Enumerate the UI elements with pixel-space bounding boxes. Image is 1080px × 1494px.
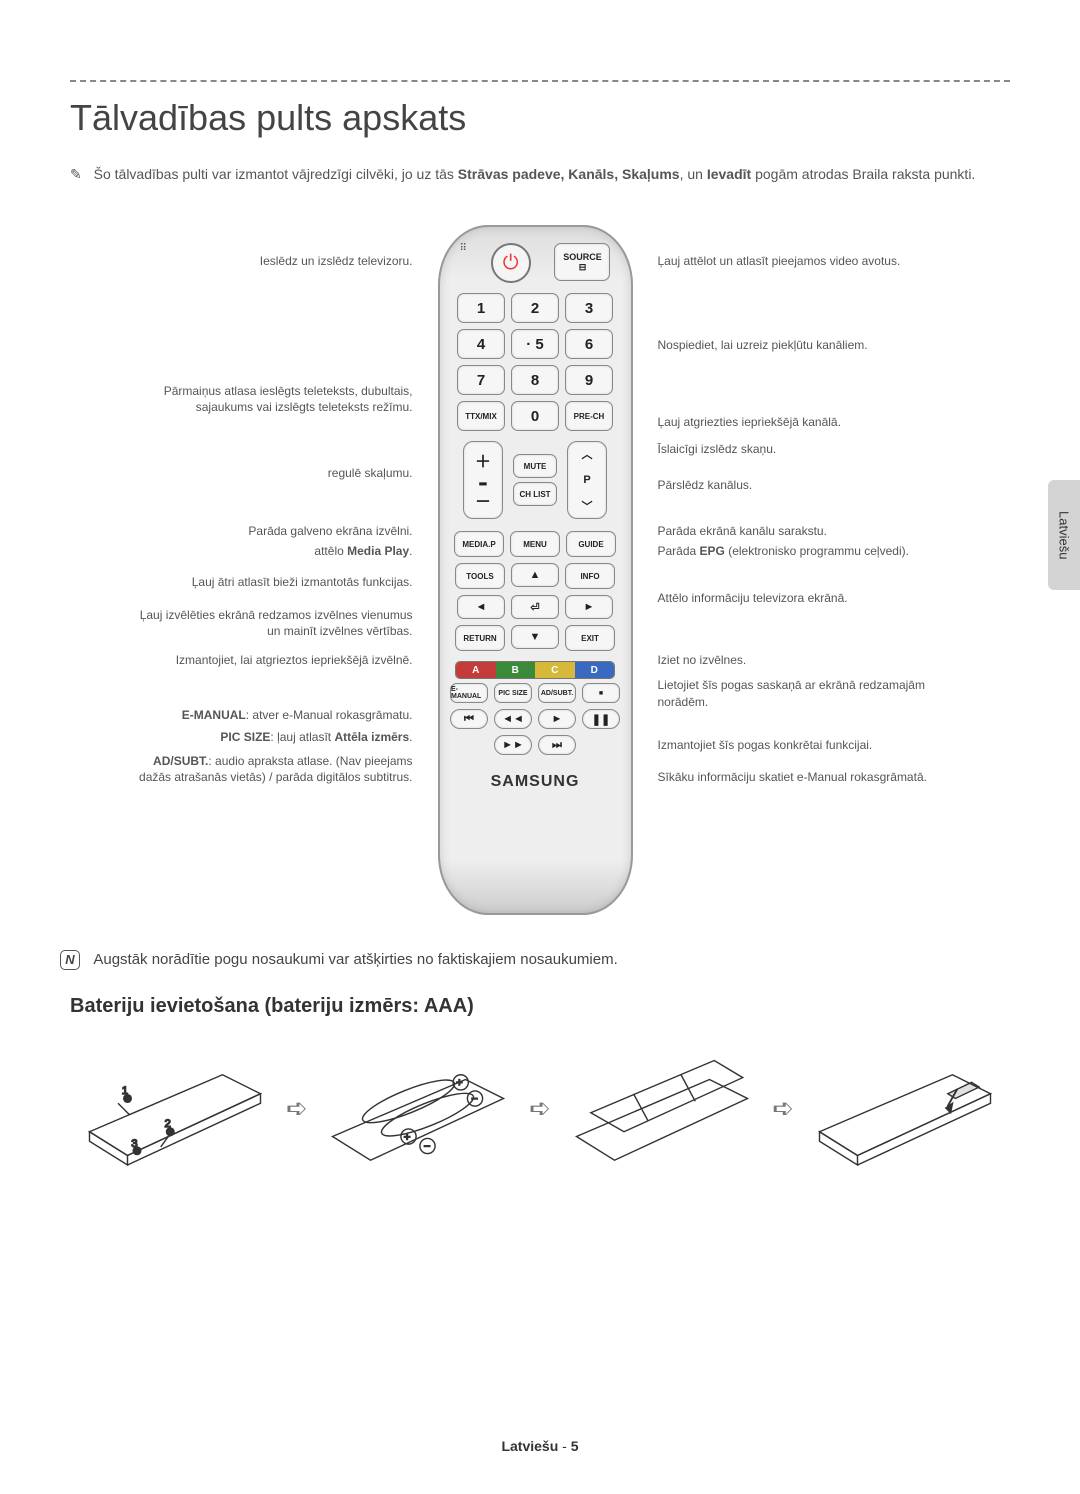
num-6[interactable]: 6	[565, 329, 613, 359]
callout-picsize: PIC SIZE: ļauj atlasīt Attēla izmērs.	[220, 729, 412, 745]
num-0[interactable]: 0	[511, 401, 559, 431]
skip-next[interactable]: ⏭	[538, 735, 576, 755]
dpad-enter[interactable]: ⏎	[511, 595, 559, 619]
svg-text:+: +	[404, 1131, 411, 1143]
page-footer: Latviešu - 5	[0, 1438, 1080, 1454]
page-title: Tālvadības pults apskats	[70, 97, 1010, 139]
callout-numbers: Nospiediet, lai uzreiz piekļūtu kanāliem…	[658, 337, 868, 354]
svg-text:−: −	[472, 1093, 479, 1105]
play[interactable]: ►	[538, 709, 576, 729]
battery-step-4	[810, 1043, 1000, 1173]
callout-media: attēlo Media Play.	[314, 543, 412, 559]
note-text: N Augstāk norādītie pogu nosaukumi var a…	[70, 950, 1010, 970]
emanual-button[interactable]: E-MANUAL	[450, 683, 488, 703]
tools-button[interactable]: TOOLS	[455, 563, 505, 589]
arrow-icon: ➪	[286, 1093, 308, 1124]
pause[interactable]: ❚❚	[582, 709, 620, 729]
ir-dots: ⠿	[460, 243, 467, 254]
callout-ttx: Pārmaiņus atlasa ieslēgts teleteksts, du…	[133, 383, 413, 415]
volume-rocker[interactable]: ＋▂－	[463, 441, 503, 519]
mediap-button[interactable]: MEDIA.P	[454, 531, 504, 557]
callout-colors: Lietojiet šīs pogas saskaņā ar ekrānā re…	[658, 677, 948, 711]
battery-heading: Bateriju ievietošana (bateriju izmērs: A…	[70, 995, 1010, 1018]
brand-logo: SAMSUNG	[491, 773, 580, 791]
language-tab: Latviešu	[1048, 480, 1080, 590]
dpad-down[interactable]: ▼	[511, 625, 559, 649]
color-a[interactable]: A	[456, 662, 496, 678]
callout-tools: Ļauj ātri atlasīt bieži izmantotās funkc…	[192, 574, 413, 590]
svg-text:3: 3	[132, 1138, 138, 1150]
skip-prev[interactable]: ⏮	[450, 709, 488, 729]
adsubt-button[interactable]: AD/SUBT.	[538, 683, 576, 703]
left-callouts: Ieslēdz un izslēdz televizoru. Pārmaiņus…	[133, 225, 413, 915]
num-7[interactable]: 7	[457, 365, 505, 395]
note-icon: N	[60, 950, 80, 970]
svg-text:1: 1	[122, 1085, 128, 1097]
arrow-icon: ➪	[529, 1093, 551, 1124]
color-c[interactable]: C	[535, 662, 575, 678]
battery-step-1: 1 2 3	[80, 1043, 270, 1173]
num-9[interactable]: 9	[565, 365, 613, 395]
battery-steps: 1 2 3 ➪ + − + − ➪ ➪	[70, 1043, 1010, 1173]
num-4[interactable]: 4	[457, 329, 505, 359]
remote-diagram: Ieslēdz un izslēdz televizoru. Pārmaiņus…	[70, 225, 1010, 915]
callout-power: Ieslēdz un izslēdz televizoru.	[260, 253, 413, 269]
exit-button[interactable]: EXIT	[565, 625, 615, 651]
svg-text:+: +	[456, 1077, 463, 1089]
picsize-button[interactable]: PIC SIZE	[494, 683, 532, 703]
callout-select: Ļauj izvēlēties ekrānā redzamos izvēlnes…	[133, 607, 413, 639]
callout-exit: Iziet no izvēlnes.	[658, 652, 747, 669]
rewind[interactable]: ◄◄	[494, 709, 532, 729]
chlist-button[interactable]: CH LIST	[513, 482, 557, 506]
callout-manual: Sīkāku informāciju skatiet e-Manual roka…	[658, 769, 927, 786]
color-d[interactable]: D	[575, 662, 615, 678]
channel-rocker[interactable]: ︿P﹀	[567, 441, 607, 519]
ttx-button[interactable]: TTX/MIX	[457, 401, 505, 431]
num-5[interactable]: · 5	[511, 329, 559, 359]
fast-fwd[interactable]: ►►	[494, 735, 532, 755]
callout-guide: Parāda EPG (elektronisko programmu ceļve…	[658, 543, 909, 560]
num-2[interactable]: 2	[511, 293, 559, 323]
intro-text: ✎ Šo tālvadības pulti var izmantot vājre…	[70, 164, 1010, 185]
callout-transport: Izmantojiet šīs pogas konkrētai funkcija…	[658, 737, 873, 754]
battery-step-2: + − + −	[323, 1043, 513, 1173]
callout-info: Attēlo informāciju televizora ekrānā.	[658, 590, 848, 607]
guide-button[interactable]: GUIDE	[566, 531, 616, 557]
hand-icon: ✎	[70, 166, 90, 182]
callout-prech: Ļauj atgriezties iepriekšējā kanālā.	[658, 414, 841, 431]
remote-control: ⠿ ⏻ SOURCE ⊟ 123 4· 56 789 TTX/MIX 0 PRE…	[438, 225, 633, 915]
power-button[interactable]: ⏻	[491, 243, 531, 283]
callout-source: Ļauj attēlot un atlasīt pieejamos video …	[658, 253, 901, 270]
prech-button[interactable]: PRE-CH	[565, 401, 613, 431]
dpad-right[interactable]: ►	[565, 595, 613, 619]
dpad-up[interactable]: ▲	[511, 563, 559, 587]
callout-chlist: Parāda ekrānā kanālu sarakstu.	[658, 523, 827, 540]
stop-button[interactable]: ■	[582, 683, 620, 703]
callout-return: Izmantojiet, lai atgrieztos iepriekšējā …	[176, 652, 413, 668]
return-button[interactable]: RETURN	[455, 625, 505, 651]
info-button[interactable]: INFO	[565, 563, 615, 589]
menu-button[interactable]: MENU	[510, 531, 560, 557]
battery-step-3	[567, 1043, 757, 1173]
callout-volume: regulē skaļumu.	[328, 465, 413, 481]
right-callouts: Ļauj attēlot un atlasīt pieejamos video …	[658, 225, 948, 915]
num-3[interactable]: 3	[565, 293, 613, 323]
num-8[interactable]: 8	[511, 365, 559, 395]
callout-menu: Parāda galveno ekrāna izvēlni.	[248, 523, 412, 539]
dpad-left[interactable]: ◄	[457, 595, 505, 619]
arrow-icon: ➪	[772, 1093, 794, 1124]
callout-adsubt: AD/SUBT.: audio apraksta atlase. (Nav pi…	[133, 753, 413, 785]
svg-text:2: 2	[165, 1118, 171, 1130]
color-buttons[interactable]: A B C D	[455, 661, 615, 679]
num-1[interactable]: 1	[457, 293, 505, 323]
callout-emanual: E-MANUAL: atver e-Manual rokasgrāmatu.	[182, 707, 413, 723]
callout-ch: Pārslēdz kanālus.	[658, 477, 753, 494]
top-dashed-line	[70, 80, 1010, 82]
color-b[interactable]: B	[496, 662, 536, 678]
callout-mute: Īslaicīgi izslēdz skaņu.	[658, 441, 777, 458]
source-button[interactable]: SOURCE ⊟	[554, 243, 610, 281]
mute-button[interactable]: MUTE	[513, 454, 557, 478]
svg-text:−: −	[424, 1141, 431, 1153]
